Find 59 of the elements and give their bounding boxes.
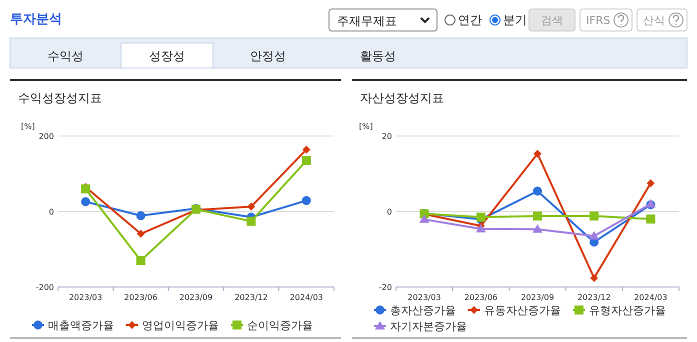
legend-label: 순이익증가율	[247, 319, 313, 332]
legend-label: 영업이익증가율	[142, 319, 219, 332]
point	[302, 196, 311, 206]
x-tick-label: 2023/09	[520, 293, 554, 302]
y-axis-title: [%]	[21, 122, 35, 131]
point	[590, 212, 599, 221]
point	[533, 212, 542, 221]
point	[476, 224, 486, 232]
text: 검색	[541, 14, 563, 27]
point	[534, 150, 542, 158]
point	[646, 179, 655, 188]
point	[247, 202, 256, 211]
y-axis-title: [%]	[359, 122, 373, 131]
text: 투자분석	[10, 12, 62, 27]
x-tick-label: 2023/09	[179, 293, 213, 302]
text: 연간	[458, 13, 482, 27]
point	[136, 230, 145, 238]
y-tick-label: -20	[378, 283, 392, 292]
x-tick-label: 2023/12	[234, 293, 268, 302]
point	[136, 211, 146, 220]
text: 수익성	[48, 49, 84, 63]
legend-label: 매출액증가율	[48, 319, 114, 332]
legend-label: 총자산증가율	[390, 304, 456, 317]
legend-label: 자기자본증가율	[390, 320, 467, 333]
point	[589, 231, 600, 240]
x-tick-label: 2023/03	[408, 293, 441, 302]
point	[246, 216, 256, 226]
point	[81, 197, 90, 206]
y-tick-label: 200	[38, 132, 54, 141]
x-tick-label: 2023/03	[68, 293, 102, 302]
text: 주재무제표	[337, 14, 397, 28]
legend-label: 유동자산증가율	[484, 304, 561, 317]
x-tick-label: 2024/03	[634, 293, 668, 302]
point	[532, 224, 542, 233]
x-tick-label: 2023/06	[464, 293, 498, 302]
x-tick-label: 2023/12	[577, 293, 611, 302]
chart-title: 자산성장성지표	[360, 91, 444, 105]
text: 성장성	[149, 49, 185, 63]
point	[302, 146, 310, 154]
point	[136, 256, 146, 266]
y-tick-label: 20	[382, 132, 392, 141]
y-tick-label: 0	[386, 208, 392, 216]
point	[533, 186, 542, 196]
chart-title: 수익성장성지표	[18, 91, 102, 105]
text: IFRS	[586, 14, 610, 27]
x-tick-label: 2024/03	[290, 293, 324, 302]
point	[646, 214, 656, 224]
point	[590, 274, 598, 282]
text: 분기	[503, 13, 527, 27]
x-tick-label: 2023/06	[124, 293, 158, 302]
text: 안정성	[250, 49, 286, 63]
legend-label: 유형자산증가율	[589, 304, 666, 317]
point	[81, 184, 90, 194]
y-tick-label: 0	[48, 208, 54, 216]
text: 산식	[643, 14, 665, 27]
point	[419, 214, 430, 223]
point	[302, 156, 311, 166]
y-tick-label: -200	[36, 283, 54, 292]
text: 활동성	[360, 49, 396, 63]
